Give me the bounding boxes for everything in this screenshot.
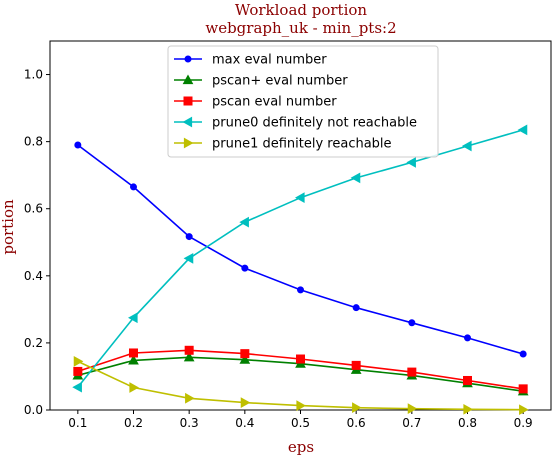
data-point-2	[463, 375, 472, 385]
y-tick-label: 0.4	[24, 269, 43, 283]
series-line-0	[77, 144, 524, 355]
data-point-4	[240, 397, 251, 408]
data-point-2	[240, 349, 250, 359]
data-point-2	[296, 354, 305, 364]
series-line-4	[77, 360, 524, 411]
data-point-0	[130, 183, 137, 191]
x-tick-label: 0.6	[347, 416, 366, 430]
legend: max eval number pscan+ eval number pscan e…	[167, 45, 439, 158]
legend-label: max eval number	[212, 53, 327, 68]
legend-label: prune1 definitely reachable	[212, 137, 392, 152]
data-point-4	[519, 404, 529, 416]
x-tick-label: 0.9	[514, 416, 533, 430]
x-tick-label: 0.5	[291, 416, 310, 430]
legend-marker	[183, 96, 193, 106]
data-point-3	[294, 192, 305, 204]
data-point-1	[183, 351, 195, 362]
y-tick-label: 1.0	[24, 68, 43, 82]
y-tick-label: 0.0	[24, 403, 43, 417]
data-point-0	[241, 264, 249, 272]
data-point-3	[239, 216, 249, 228]
legend-label: pscan+ eval number	[212, 74, 348, 89]
legend-label: prune0 definitely not reachable	[212, 116, 417, 131]
data-point-3	[183, 253, 194, 264]
data-point-2	[407, 367, 417, 377]
x-tick-label: 0.7	[402, 416, 421, 430]
legend-marker	[182, 74, 194, 85]
x-tick-label: 0.3	[180, 416, 199, 430]
data-point-3	[517, 124, 528, 136]
chart-subtitle: webgraph_uk - min_pts:2	[205, 19, 396, 37]
data-point-0	[464, 334, 471, 342]
data-point-2	[351, 360, 361, 370]
y-tick-label: 0.6	[24, 202, 43, 216]
data-point-2	[518, 384, 528, 394]
data-point-4	[296, 400, 307, 411]
data-point-2	[184, 345, 194, 355]
series-line-3	[77, 129, 524, 388]
data-point-0	[408, 319, 416, 327]
data-point-2	[73, 366, 83, 376]
data-point-3	[406, 157, 416, 168]
x-tick-label: 0.2	[124, 416, 143, 430]
data-point-0	[352, 304, 360, 312]
legend-box	[167, 45, 439, 158]
chart-title: Workload portion	[235, 1, 367, 19]
data-point-3	[72, 381, 82, 393]
y-tick-label: 0.2	[24, 336, 43, 350]
data-point-1	[128, 354, 139, 365]
data-point-0	[74, 141, 82, 149]
data-point-4	[407, 403, 418, 415]
plot-area: 0.1 0.2 0.3 0.4 0.5 0.6 0.7 0.8 0.9 0.0 0.2 0.4 0.6 0…	[24, 40, 552, 430]
data-point-4	[352, 402, 362, 414]
data-point-4	[129, 382, 140, 393]
legend-label: pscan eval number	[212, 95, 337, 110]
data-point-1	[239, 354, 251, 364]
legend-marker	[183, 137, 194, 149]
x-axis-label: eps	[288, 438, 314, 456]
y-tick-label: 0.8	[24, 135, 43, 149]
data-point-4	[463, 403, 474, 415]
y-axis-label: portion	[0, 199, 17, 255]
data-point-0	[519, 350, 527, 358]
legend-marker	[184, 55, 192, 63]
data-point-3	[461, 140, 472, 152]
data-point-2	[129, 348, 138, 358]
x-tick-label: 0.4	[235, 416, 254, 430]
x-tick-label: 0.1	[68, 416, 87, 430]
data-point-4	[73, 356, 84, 367]
x-tick-label: 0.8	[458, 416, 477, 430]
data-point-4	[185, 392, 195, 404]
data-point-0	[185, 233, 193, 241]
legend-marker	[182, 116, 193, 128]
data-point-3	[127, 312, 138, 324]
data-point-0	[297, 286, 304, 294]
data-point-3	[350, 172, 361, 184]
